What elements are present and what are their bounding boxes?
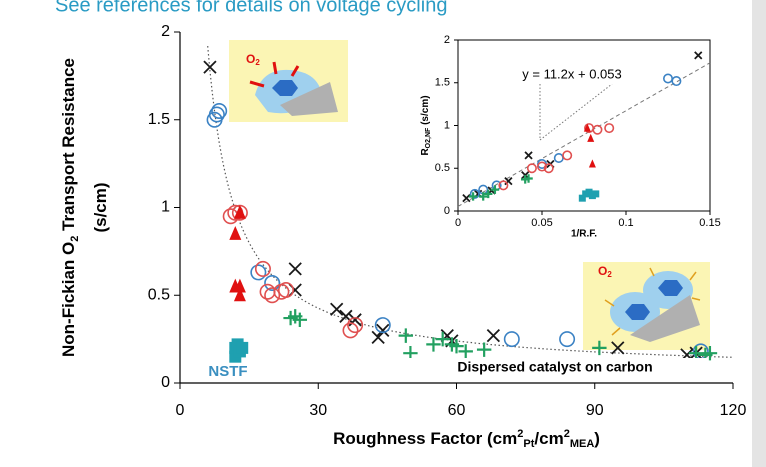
icon-single-particle: O2	[229, 40, 348, 122]
square-marker	[236, 342, 248, 354]
y-tick-label: 1.5	[435, 77, 450, 89]
x-axis-label-part: MEA	[570, 438, 595, 450]
x-axis-label-part: /cm	[534, 429, 563, 448]
x-tick-label: 0	[455, 217, 461, 229]
x-tick-label: 30	[309, 402, 327, 419]
inset-frame	[405, 30, 727, 252]
x-tick-label: 120	[720, 402, 747, 419]
x-tick-label: 0.1	[618, 217, 633, 229]
y-axis-label-part: Transport Resistance	[59, 58, 78, 236]
chart: See references for details on voltage cy…	[0, 0, 766, 467]
x-axis-label-part: Pt	[523, 438, 534, 450]
y-axis-label-part: (s/cm)	[420, 95, 431, 127]
y-tick-label: 0	[444, 205, 450, 217]
x-axis-label-part: )	[594, 429, 600, 448]
x-tick-label: 60	[448, 402, 466, 419]
y-tick-label: 0	[161, 374, 170, 391]
y-tick-label: 0.5	[148, 286, 170, 303]
x-tick-label: 90	[586, 402, 604, 419]
annotation: Dispersed catalyst on carbon	[457, 359, 652, 375]
x-tick-label: 0	[176, 402, 185, 419]
y-tick-label: 0.5	[435, 162, 450, 174]
y-axis-label-part: (s/cm)	[91, 182, 110, 232]
icon-dispersed-particles: O2	[583, 262, 710, 350]
y-tick-label: 1.5	[148, 111, 170, 128]
y-tick-label: 2	[444, 34, 450, 46]
y-tick-label: 1	[444, 119, 450, 131]
x-axis-label: Roughness Factor (cm2Pt/cm2MEA)	[333, 428, 600, 450]
equation: y = 11.2x + 0.053	[522, 66, 622, 81]
annotation: NSTF	[208, 363, 247, 380]
y-axis-label-part: O2,NF	[425, 127, 432, 148]
square-marker	[592, 190, 599, 197]
y-axis-label: Non-Fickian O2 Transport Resistance	[59, 58, 80, 357]
chart-title: See references for details on voltage cy…	[55, 0, 447, 16]
y-axis-label-part: Non-Fickian O	[59, 242, 78, 357]
y-axis-label: (s/cm)	[91, 182, 110, 232]
y-tick-label: 1	[161, 199, 170, 216]
x-tick-label: 0.05	[531, 217, 552, 229]
x-axis-label: 1/R.F.	[571, 229, 597, 240]
y-tick-label: 2	[161, 23, 170, 40]
x-tick-label: 0.15	[699, 217, 720, 229]
x-axis-label-part: Roughness Factor (cm	[333, 429, 517, 448]
edge-shade	[752, 0, 766, 467]
